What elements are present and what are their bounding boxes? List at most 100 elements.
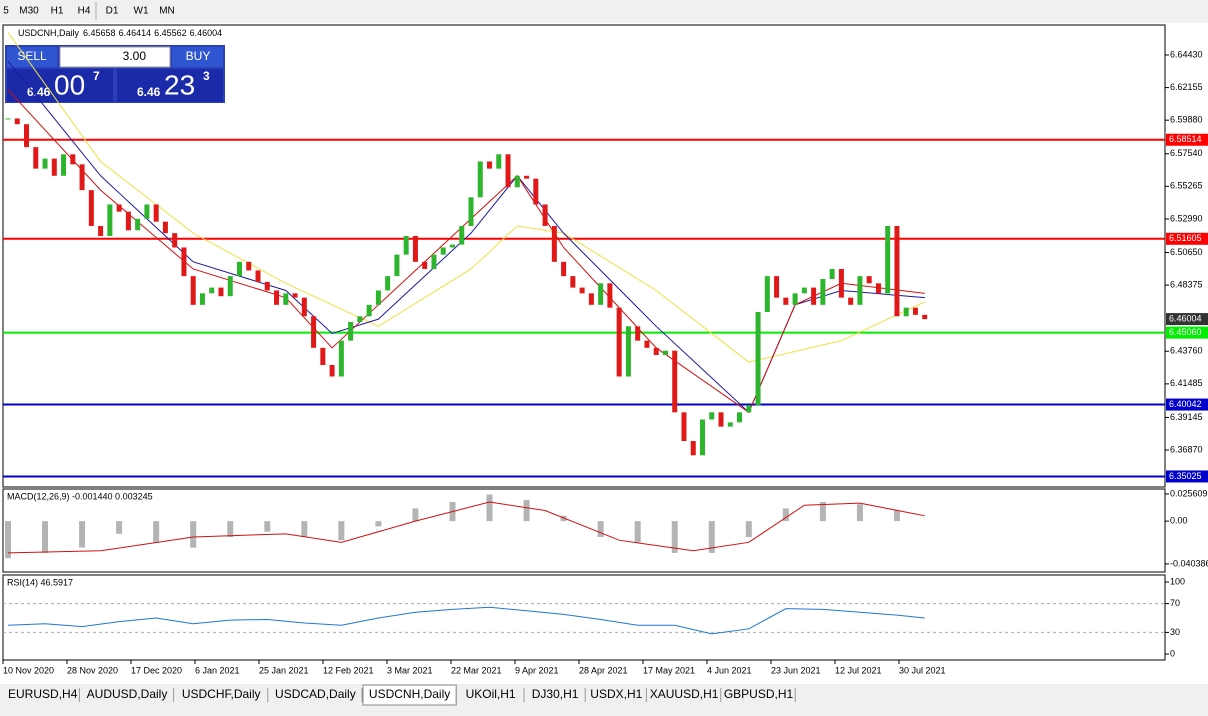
macd-bar	[42, 521, 49, 553]
buy-price-box[interactable]	[117, 69, 223, 102]
y-tick-label: 6.41485	[1170, 378, 1203, 388]
symbol-tab[interactable]: USDCHF,Daily	[182, 687, 261, 701]
y-tick-label: 0	[1170, 648, 1175, 658]
y-tick-label: 6.48375	[1170, 279, 1203, 289]
candle	[292, 293, 298, 298]
level-tag	[1166, 133, 1208, 146]
symbol-tab[interactable]: USDCNH,Daily	[369, 687, 450, 701]
candle	[172, 233, 178, 248]
candle	[162, 221, 168, 234]
rsi-line	[7, 606, 925, 635]
macd-bar	[486, 494, 493, 522]
sell-button[interactable]	[7, 47, 57, 67]
symbol-tab[interactable]: EURUSD,H4	[8, 687, 78, 701]
level-label: 6.45060	[1169, 327, 1202, 337]
macd-bar	[708, 521, 715, 553]
candle	[848, 297, 854, 305]
date-label: 30 Jul 2021	[899, 665, 946, 675]
date-label: 28 Nov 2020	[67, 665, 118, 675]
timeframe-button[interactable]: 5	[3, 6, 9, 17]
candle	[709, 412, 715, 420]
macd-bar	[338, 521, 345, 541]
chart-bg	[0, 23, 1208, 684]
candle	[922, 314, 928, 320]
candle	[681, 412, 687, 441]
candle	[866, 276, 872, 284]
timeframe-button[interactable]: H4	[78, 6, 91, 17]
candle	[274, 290, 280, 305]
y-tick-label: -0.040386	[1170, 558, 1208, 568]
candle	[24, 124, 30, 148]
candle	[412, 236, 418, 262]
candle	[607, 283, 613, 308]
macd-frame	[2, 488, 1166, 573]
symbol-tab[interactable]: UKOil,H1	[466, 687, 516, 701]
macd-bar	[116, 521, 123, 534]
macd-bar	[227, 521, 234, 538]
symbol-tab[interactable]: XAUUSD,H1	[650, 687, 719, 701]
macd-bar	[79, 521, 86, 548]
date-label: 9 Apr 2021	[515, 665, 559, 675]
macd-bar	[301, 521, 308, 538]
candle	[320, 347, 326, 366]
lot-input[interactable]	[59, 46, 171, 68]
y-tick-label: 0.00	[1170, 515, 1188, 525]
candle	[635, 326, 641, 341]
price-big: 6.46	[27, 85, 51, 99]
timeframe-button[interactable]: W1	[134, 6, 149, 17]
symbol-tab[interactable]: USDCAD,Daily	[275, 687, 356, 701]
candle	[496, 154, 502, 169]
candle	[366, 304, 372, 317]
candle	[625, 326, 631, 377]
candle	[246, 261, 252, 271]
candle	[459, 225, 465, 245]
y-tick-label: 0.025609	[1170, 488, 1208, 498]
candle	[487, 161, 493, 169]
timeframe-button[interactable]: MN	[159, 6, 175, 17]
candle	[255, 270, 261, 282]
candle	[5, 118, 11, 120]
price-point: 3	[203, 69, 210, 83]
candle	[598, 283, 604, 305]
moving-average	[7, 32, 925, 363]
symbol-tab[interactable]: DJ30,H1	[532, 687, 579, 701]
macd-bar	[819, 502, 826, 522]
candle	[440, 247, 446, 255]
candle	[88, 190, 94, 226]
price-point: 7	[93, 69, 100, 83]
candle	[755, 311, 761, 406]
candle	[264, 281, 270, 291]
candle	[588, 293, 594, 305]
candle	[357, 316, 363, 323]
buy-button[interactable]	[172, 47, 223, 67]
symbol-tab[interactable]: GBPUSD,H1	[724, 687, 794, 701]
date-label: 17 May 2021	[643, 665, 695, 675]
candle	[348, 322, 354, 341]
candle	[98, 225, 104, 237]
candle	[894, 225, 900, 317]
candle	[561, 261, 567, 277]
candle	[449, 244, 455, 248]
timeframe-button[interactable]: D1	[106, 6, 119, 17]
symbol-tab[interactable]: USDX,H1	[590, 687, 642, 701]
date-label: 6 Jan 2021	[195, 665, 240, 675]
candle	[79, 164, 85, 191]
timeframe-button[interactable]: H1	[51, 6, 64, 17]
y-tick-label: 30	[1170, 627, 1180, 637]
date-label: 4 Jun 2021	[707, 665, 752, 675]
candle	[875, 283, 881, 294]
candle	[61, 154, 67, 176]
candle	[301, 297, 307, 317]
timeframe-button[interactable]: M30	[19, 6, 39, 17]
candle	[42, 158, 48, 169]
candle	[764, 276, 770, 312]
y-tick-label: 6.55265	[1170, 181, 1203, 191]
symbol-tab[interactable]: AUDUSD,Daily	[87, 687, 168, 701]
y-tick-label: 6.43760	[1170, 346, 1203, 356]
macd-bar	[412, 508, 419, 522]
candle	[829, 268, 835, 280]
candle	[672, 350, 678, 413]
tabs-bg	[0, 685, 1208, 711]
sell-price-box[interactable]	[7, 69, 113, 102]
candle	[820, 279, 826, 305]
